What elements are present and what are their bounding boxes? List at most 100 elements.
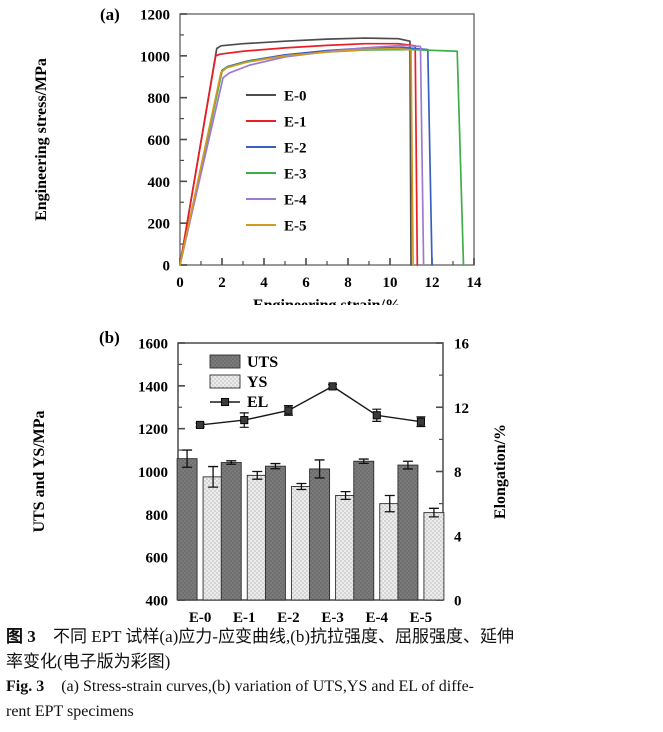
y-tick-label-a: 1000 [140, 49, 170, 65]
errorbar-ys-e-4 [384, 494, 395, 513]
y-tick-label-a: 400 [148, 175, 171, 191]
panel-b-canvas: 400 600 800 1000 1200 1400 1600 0 4 8 12 16 E-0 E-1 E-… [31, 337, 509, 623]
x-tick-label-a: 4 [260, 275, 268, 291]
bar-uts-e-3 [309, 468, 331, 601]
bar-uts-e-4 [353, 460, 375, 601]
caption-english-line1: Fig. 3 (a) Stress-strain curves,(b) vari… [6, 674, 657, 699]
errorbar-uts-e-1 [226, 460, 237, 465]
x-tick-label-a: 2 [218, 275, 226, 291]
x-tick-label-a: 10 [383, 275, 398, 291]
y-tick-label-b: 1600 [138, 337, 168, 353]
figure-caption: 图 3 不同 EPT 试样(a)应力-应变曲线,(b)抗拉强度、屈服强度、延伸 … [6, 624, 657, 724]
marker-el-e-3 [328, 382, 337, 391]
marker-el-e-5 [416, 417, 425, 426]
caption-chinese-line1: 图 3 不同 EPT 试样(a)应力-应变曲线,(b)抗拉强度、屈服强度、延伸 [6, 624, 657, 649]
y-tick-label-a: 800 [148, 91, 171, 107]
x-tick-label-a: 8 [344, 275, 352, 291]
y-tick-label-a: 1200 [140, 8, 170, 24]
caption-english-line2: rent EPT specimens [6, 703, 134, 720]
marker-el-e-2 [284, 406, 293, 415]
caption-en-label: Fig. 3 [6, 678, 45, 695]
y2-tick-label-b: 12 [454, 401, 469, 417]
errorbar-uts-e-2 [270, 462, 281, 470]
legend-label-e-5: E-5 [284, 219, 307, 235]
y2-axis-title-b: Elongation/% [492, 424, 509, 519]
errorbar-ys-e-3 [340, 490, 351, 500]
caption-chinese-line2: 率变化(电子版为彩图) [6, 652, 171, 671]
legend-label-ys: YS [247, 374, 268, 391]
marker-el-e-4 [372, 411, 381, 420]
panel-a-plot: 0 200 400 600 800 1000 1200 0 2 4 6 8 10 12 14 Engineer… [33, 8, 482, 306]
legend-label-e-2: E-2 [284, 141, 307, 157]
caption-en-text1: (a) Stress-strain curves,(b) variation o… [61, 678, 474, 695]
line-el [200, 385, 422, 426]
x-tick-label-a: 14 [467, 275, 483, 291]
curve-e-0 [179, 37, 412, 266]
curve-e-1 [179, 42, 419, 266]
legend-label-e-3: E-3 [284, 167, 307, 183]
errorbar-ys-e-0 [208, 465, 219, 488]
y2-tick-label-b: 8 [454, 465, 462, 481]
x-category-label-e-2: E-2 [277, 610, 300, 622]
bar-uts-e-2 [264, 465, 286, 601]
errorbar-uts-e-0 [182, 449, 193, 468]
caption-cn-label: 图 3 [6, 627, 36, 646]
x-category-label-e-4: E-4 [366, 610, 389, 622]
y-tick-label-b: 1400 [138, 379, 168, 395]
curve-e-5 [179, 47, 414, 266]
errorbar-ys-e-2 [296, 482, 307, 491]
panel-a-stress-strain: (a) 0 200 400 600 800 1000 1200 0 2 4 6 8 10 12 14 Engi… [0, 0, 663, 305]
panel-b-bar-chart: (b) 400 600 800 1000 1200 1400 1600 0 4 8 12 16 E-0 E… [0, 312, 663, 622]
panel-a-tag: (a) [100, 5, 120, 24]
x-tick-label-a: 6 [302, 275, 310, 291]
bar-ys-e-0 [202, 476, 224, 601]
errorbar-uts-e-3 [314, 459, 325, 479]
y-tick-label-a: 0 [163, 259, 171, 275]
x-category-label-e-0: E-0 [189, 610, 212, 622]
x-category-label-e-1: E-1 [233, 610, 256, 622]
x-category-label-e-5: E-5 [410, 610, 433, 622]
legend-marker-el [220, 397, 230, 407]
y-tick-label-a: 600 [148, 133, 171, 149]
y-tick-label-a: 200 [148, 217, 171, 233]
bar-uts-e-0 [176, 458, 198, 601]
legend-label-e-1: E-1 [284, 115, 307, 131]
bar-ys-e-4 [379, 503, 401, 601]
legend-swatch-uts [209, 354, 241, 369]
y-axis-title-b: UTS and YS/MPa [31, 410, 48, 532]
y-tick-label-b: 1000 [138, 465, 168, 481]
bar-ys-e-5 [423, 512, 445, 601]
errorbar-uts-e-4 [358, 458, 369, 465]
caption-cn-text1: 不同 EPT 试样(a)应力-应变曲线,(b)抗拉强度、屈服强度、延伸 [53, 627, 515, 646]
y-axis-title-a: Engineering stress/MPa [33, 58, 50, 221]
panel-a-canvas: 0 200 400 600 800 1000 1200 0 2 4 6 8 10 12 14 Engineer… [33, 8, 482, 306]
errorbar-ys-e-1 [252, 470, 263, 480]
bar-uts-e-1 [220, 462, 242, 601]
legend-label-el: EL [247, 394, 268, 411]
y2-tick-label-b: 16 [454, 337, 470, 353]
legend-label-e-4: E-4 [284, 193, 307, 209]
x-axis-title-a: Engineering strain/% [253, 297, 401, 305]
panel-b-tag: (b) [99, 328, 120, 347]
y2-tick-label-b: 4 [454, 529, 462, 545]
errorbar-ys-e-5 [428, 507, 439, 518]
bar-ys-e-2 [290, 486, 312, 601]
panel-b-plot: 400 600 800 1000 1200 1400 1600 0 4 8 12 16 E-0 E-1 E-… [31, 337, 509, 623]
bar-uts-e-5 [397, 464, 419, 601]
legend-label-e-0: E-0 [284, 89, 307, 105]
bar-ys-e-1 [246, 474, 268, 601]
x-tick-label-a: 12 [425, 275, 440, 291]
errorbar-uts-e-5 [402, 460, 413, 470]
y2-tick-label-b: 0 [454, 594, 462, 610]
x-tick-label-a: 0 [176, 275, 184, 291]
y-tick-label-b: 800 [146, 508, 169, 524]
y-tick-label-b: 600 [146, 551, 169, 567]
y-tick-label-b: 1200 [138, 422, 168, 438]
y-tick-label-b: 400 [146, 594, 169, 610]
marker-el-e-1 [240, 416, 249, 425]
bar-ys-e-3 [335, 495, 357, 601]
x-category-label-e-3: E-3 [321, 610, 344, 622]
legend-swatch-ys [209, 374, 241, 389]
legend-label-uts: UTS [247, 354, 278, 371]
